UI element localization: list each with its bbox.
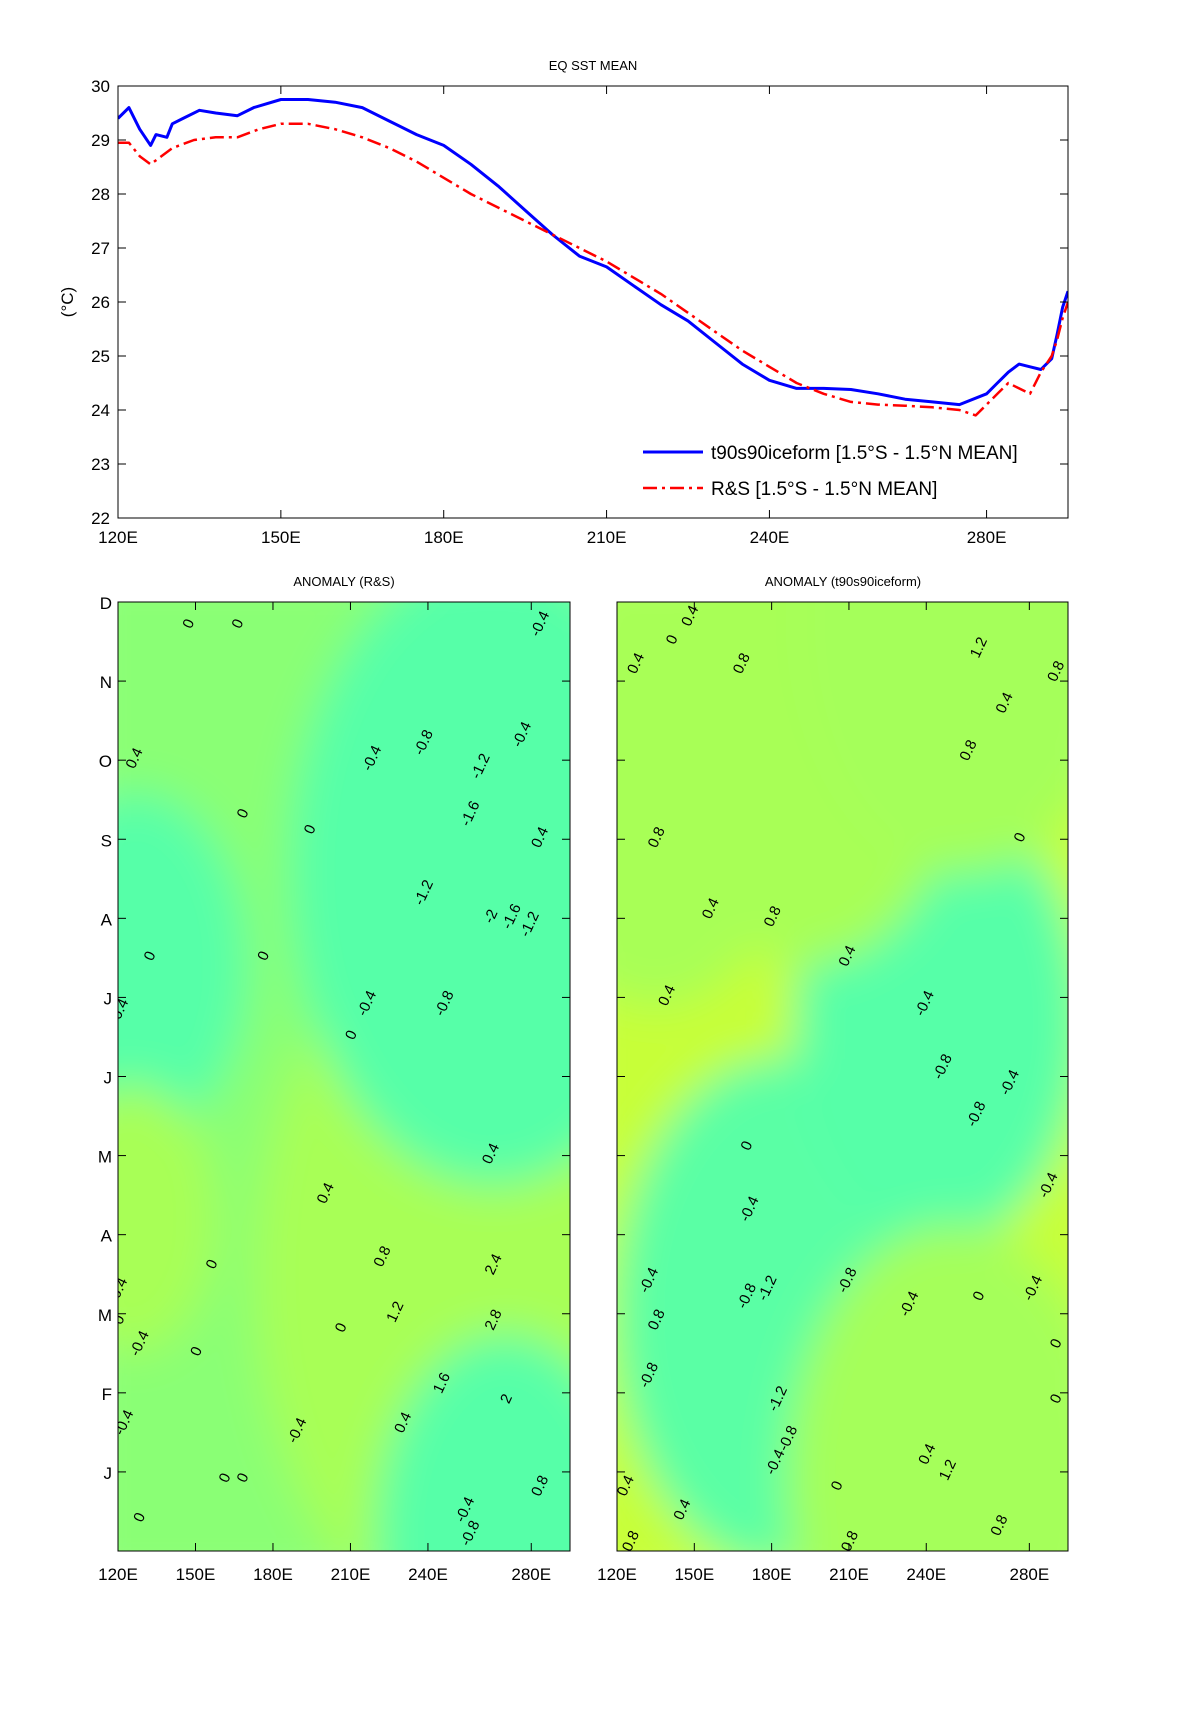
x-tick-label: 210E [829,1565,869,1584]
anomaly-blob [617,602,800,1008]
sst-mean-line-chart: EQ SST MEAN (°C) 22 23 24 25 26 27 28 29 30 120E 1… [58,58,1069,547]
month-tick-label: J [104,1069,113,1088]
month-tick-label: A [101,1227,113,1246]
y-tick-label: 23 [91,455,110,474]
y-tick-label: 22 [91,509,110,528]
month-tick-label: J [104,1464,113,1483]
y-tick-label: 29 [91,131,110,150]
x-tick-label: 280E [1009,1565,1049,1584]
right-heatmap-title: ANOMALY (t90s90iceform) [765,574,921,589]
x-tick-label: 150E [674,1565,714,1584]
x-tick-label: 120E [597,1565,637,1584]
month-tick-label: N [100,673,112,692]
x-tick-label: 120E [98,528,138,547]
anomaly-blob [289,602,570,1186]
x-tick-label: 210E [587,528,627,547]
x-tick-label: 280E [511,1565,551,1584]
x-tick-label: 210E [331,1565,371,1584]
contour-label: 0.8 [838,1528,862,1554]
month-tick-label: M [98,1306,112,1325]
y-tick-label: 25 [91,347,110,366]
month-tick-label: S [101,831,112,850]
anomaly-rs-heatmap: ANOMALY (R&S) 0 0 -0.4-0.4-0.8 -0.40.4 -1.2-… [98,574,571,1584]
line-chart-legend: t90s90iceform [1.5°S - 1.5°N MEAN] R&S [1… [643,443,1018,500]
month-tick-label: A [101,910,113,929]
x-tick-label: 150E [176,1565,216,1584]
month-tick-label: O [99,752,112,771]
month-tick-label: F [102,1385,112,1404]
legend-label: R&S [1.5°S - 1.5°N MEAN] [711,479,937,500]
legend-label: t90s90iceform [1.5°S - 1.5°N MEAN] [711,443,1018,464]
left-heatmap-title: ANOMALY (R&S) [293,574,394,589]
month-tick-label: D [100,594,112,613]
anomaly-t90s90iceform-heatmap: ANOMALY (t90s90iceform) 0.400.81.20.80.4… [597,574,1069,1584]
anomaly-blob [787,1224,1068,1551]
series-line-rs [118,122,1068,417]
contour-label: -2 [481,907,502,926]
anomaly-blob [118,792,248,1140]
x-tick-label: 240E [906,1565,946,1584]
anomaly-blob [118,1084,218,1353]
x-tick-label: 180E [253,1565,293,1584]
line-chart-title: EQ SST MEAN [549,58,638,73]
x-tick-label: 240E [408,1565,448,1584]
y-tick-label: 24 [91,401,110,420]
contour-label: 0.8 [1044,658,1068,684]
contour-label: 0 [110,1312,129,1327]
x-tick-label: 280E [967,528,1007,547]
y-tick-label: 26 [91,293,110,312]
anomaly-blob [800,602,1068,874]
x-tick-label: 240E [750,528,790,547]
y-tick-label: 30 [91,77,110,96]
x-tick-label: 120E [98,1565,138,1584]
x-tick-label: 180E [424,528,464,547]
series-line-t90s90iceform [118,98,1068,407]
x-tick-label: 180E [752,1565,792,1584]
contour-label: 0.8 [619,1528,643,1554]
y-tick-label: 28 [91,185,110,204]
y-tick-label: 27 [91,239,110,258]
anomaly-blob [375,1334,570,1551]
month-tick-label: J [104,989,113,1008]
month-tick-label: M [98,1148,112,1167]
line-chart-ylabel: (°C) [58,287,77,317]
x-tick-label: 150E [261,528,301,547]
